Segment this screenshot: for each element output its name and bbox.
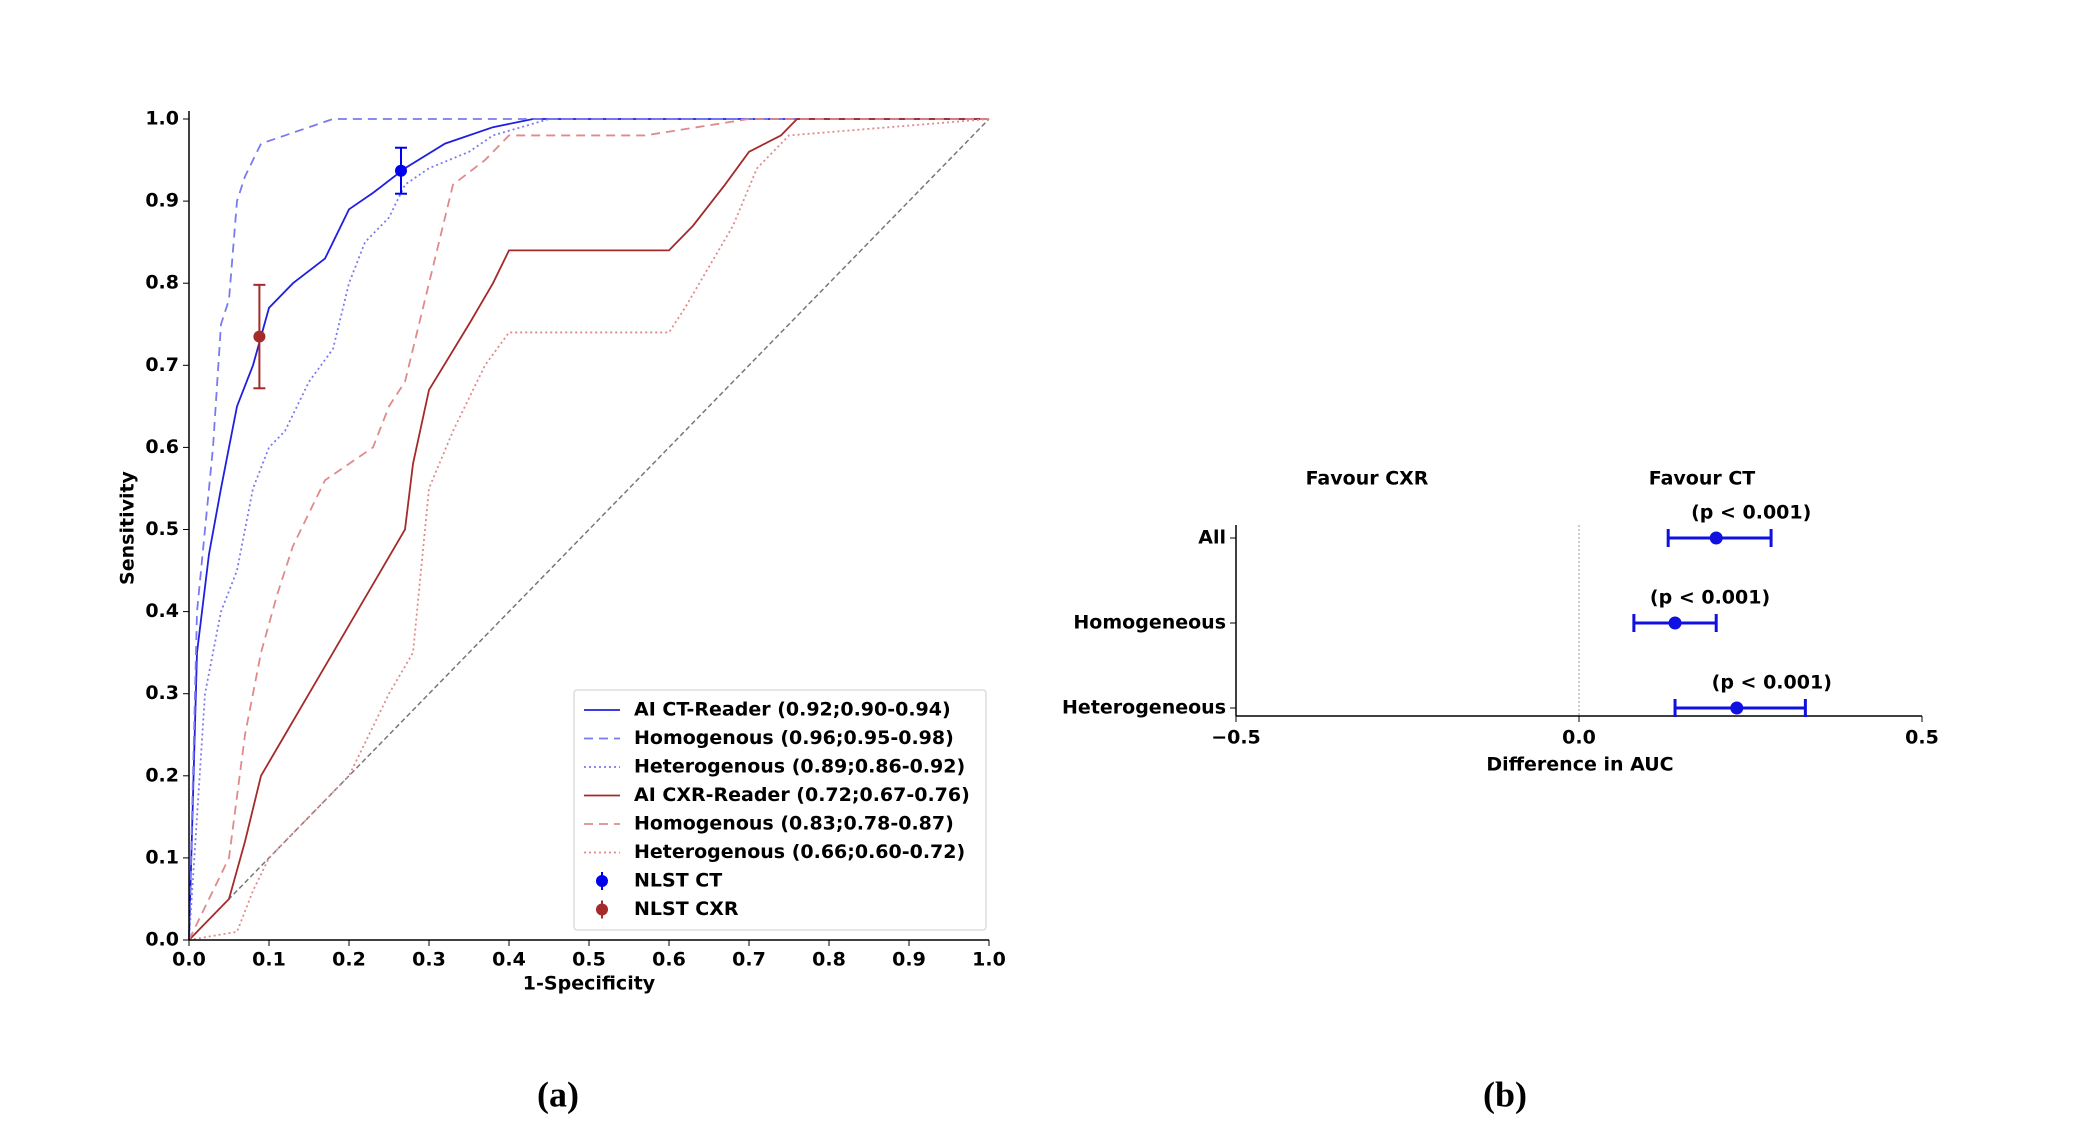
- x-tick-label: 0.6: [652, 949, 686, 971]
- x-tick-label: 1.0: [972, 949, 1006, 971]
- y-tick-label: 1.0: [145, 108, 179, 130]
- x-tick-label: 0.4: [492, 949, 526, 971]
- forest-row: [1632, 614, 1718, 632]
- x-tick-label: 0.0: [172, 949, 206, 971]
- p-annotation: (p < 0.001): [1712, 672, 1832, 694]
- legend-box: [573, 689, 987, 931]
- y-axis-label: Sensitivity: [117, 470, 139, 584]
- legend-label: Homogenous (0.96;0.95-0.98): [634, 727, 954, 749]
- forest-row: [1673, 699, 1807, 717]
- x-axis-label: 1-Specificity: [523, 973, 656, 995]
- y-tick-label: 0.1: [145, 846, 179, 868]
- legend-label: AI CXR-Reader (0.72;0.67-0.76): [634, 784, 970, 806]
- legend-label: Heterogenous (0.66;0.60-0.72): [634, 841, 965, 863]
- error-point: [253, 283, 266, 390]
- y-tick-label: 0.5: [145, 518, 179, 540]
- x-tick-label: 0.5: [1905, 727, 1939, 749]
- x-tick-label: 0.7: [732, 949, 766, 971]
- legend-label: NLST CXR: [634, 898, 739, 920]
- roc-curve: [188, 118, 989, 941]
- panel-label: (b): [1483, 1074, 1527, 1114]
- x-tick-label: 0.3: [412, 949, 446, 971]
- point: [1730, 701, 1744, 715]
- y-tick-label: 0.2: [145, 764, 179, 786]
- y-tick-label: 0.3: [145, 682, 179, 704]
- x-tick-label: 0.0: [1562, 727, 1596, 749]
- roc-curve: [188, 118, 989, 941]
- point: [1668, 616, 1682, 630]
- roc-curve: [188, 118, 989, 941]
- y-tick-label: 0.7: [145, 354, 179, 376]
- x-tick-label: 0.9: [892, 949, 926, 971]
- legend-label: Homogenous (0.83;0.78-0.87): [634, 813, 954, 835]
- legend-label: AI CT-Reader (0.92;0.90-0.94): [634, 699, 951, 721]
- panel-label: (a): [537, 1074, 579, 1114]
- legend-swatch: [596, 875, 608, 887]
- roc-curve: [188, 118, 989, 941]
- y-tick-label: Heterogeneous: [1062, 697, 1226, 719]
- y-tick-label: Homogeneous: [1073, 612, 1226, 634]
- x-tick-label: 0.8: [812, 949, 846, 971]
- point: [253, 330, 266, 343]
- y-tick-label: 0.6: [145, 436, 179, 458]
- roc-curve: [188, 118, 990, 941]
- point: [395, 164, 407, 177]
- legend-label: NLST CT: [634, 870, 722, 892]
- y-tick-label: All: [1198, 527, 1226, 549]
- roc-curve: [188, 118, 989, 941]
- p-annotation: (p < 0.001): [1650, 587, 1770, 609]
- legend-swatch: [596, 903, 608, 916]
- forest-row: [1666, 529, 1773, 547]
- legend-label: Heterogenous (0.89;0.86-0.92): [634, 756, 965, 778]
- x-tick-label: −0.5: [1211, 727, 1261, 749]
- point: [1709, 531, 1723, 545]
- legend: AI CT-Reader (0.92;0.90-0.94) Homogenous …: [573, 689, 987, 931]
- x-tick-label: 0.5: [572, 949, 606, 971]
- y-tick-label: 0.0: [145, 929, 179, 951]
- favour-right: Favour CT: [1649, 468, 1756, 490]
- favour-left: Favour CXR: [1306, 468, 1429, 490]
- p-annotation: (p < 0.001): [1691, 502, 1811, 524]
- diagonal: [188, 118, 990, 941]
- y-tick-label: 0.8: [145, 272, 179, 294]
- x-tick-label: 0.1: [252, 949, 286, 971]
- error-point: [395, 146, 407, 195]
- x-axis-label: Difference in AUC: [1486, 754, 1673, 776]
- y-tick-label: 0.9: [145, 190, 179, 212]
- y-tick-label: 0.4: [145, 600, 179, 622]
- x-tick-label: 0.2: [332, 949, 366, 971]
